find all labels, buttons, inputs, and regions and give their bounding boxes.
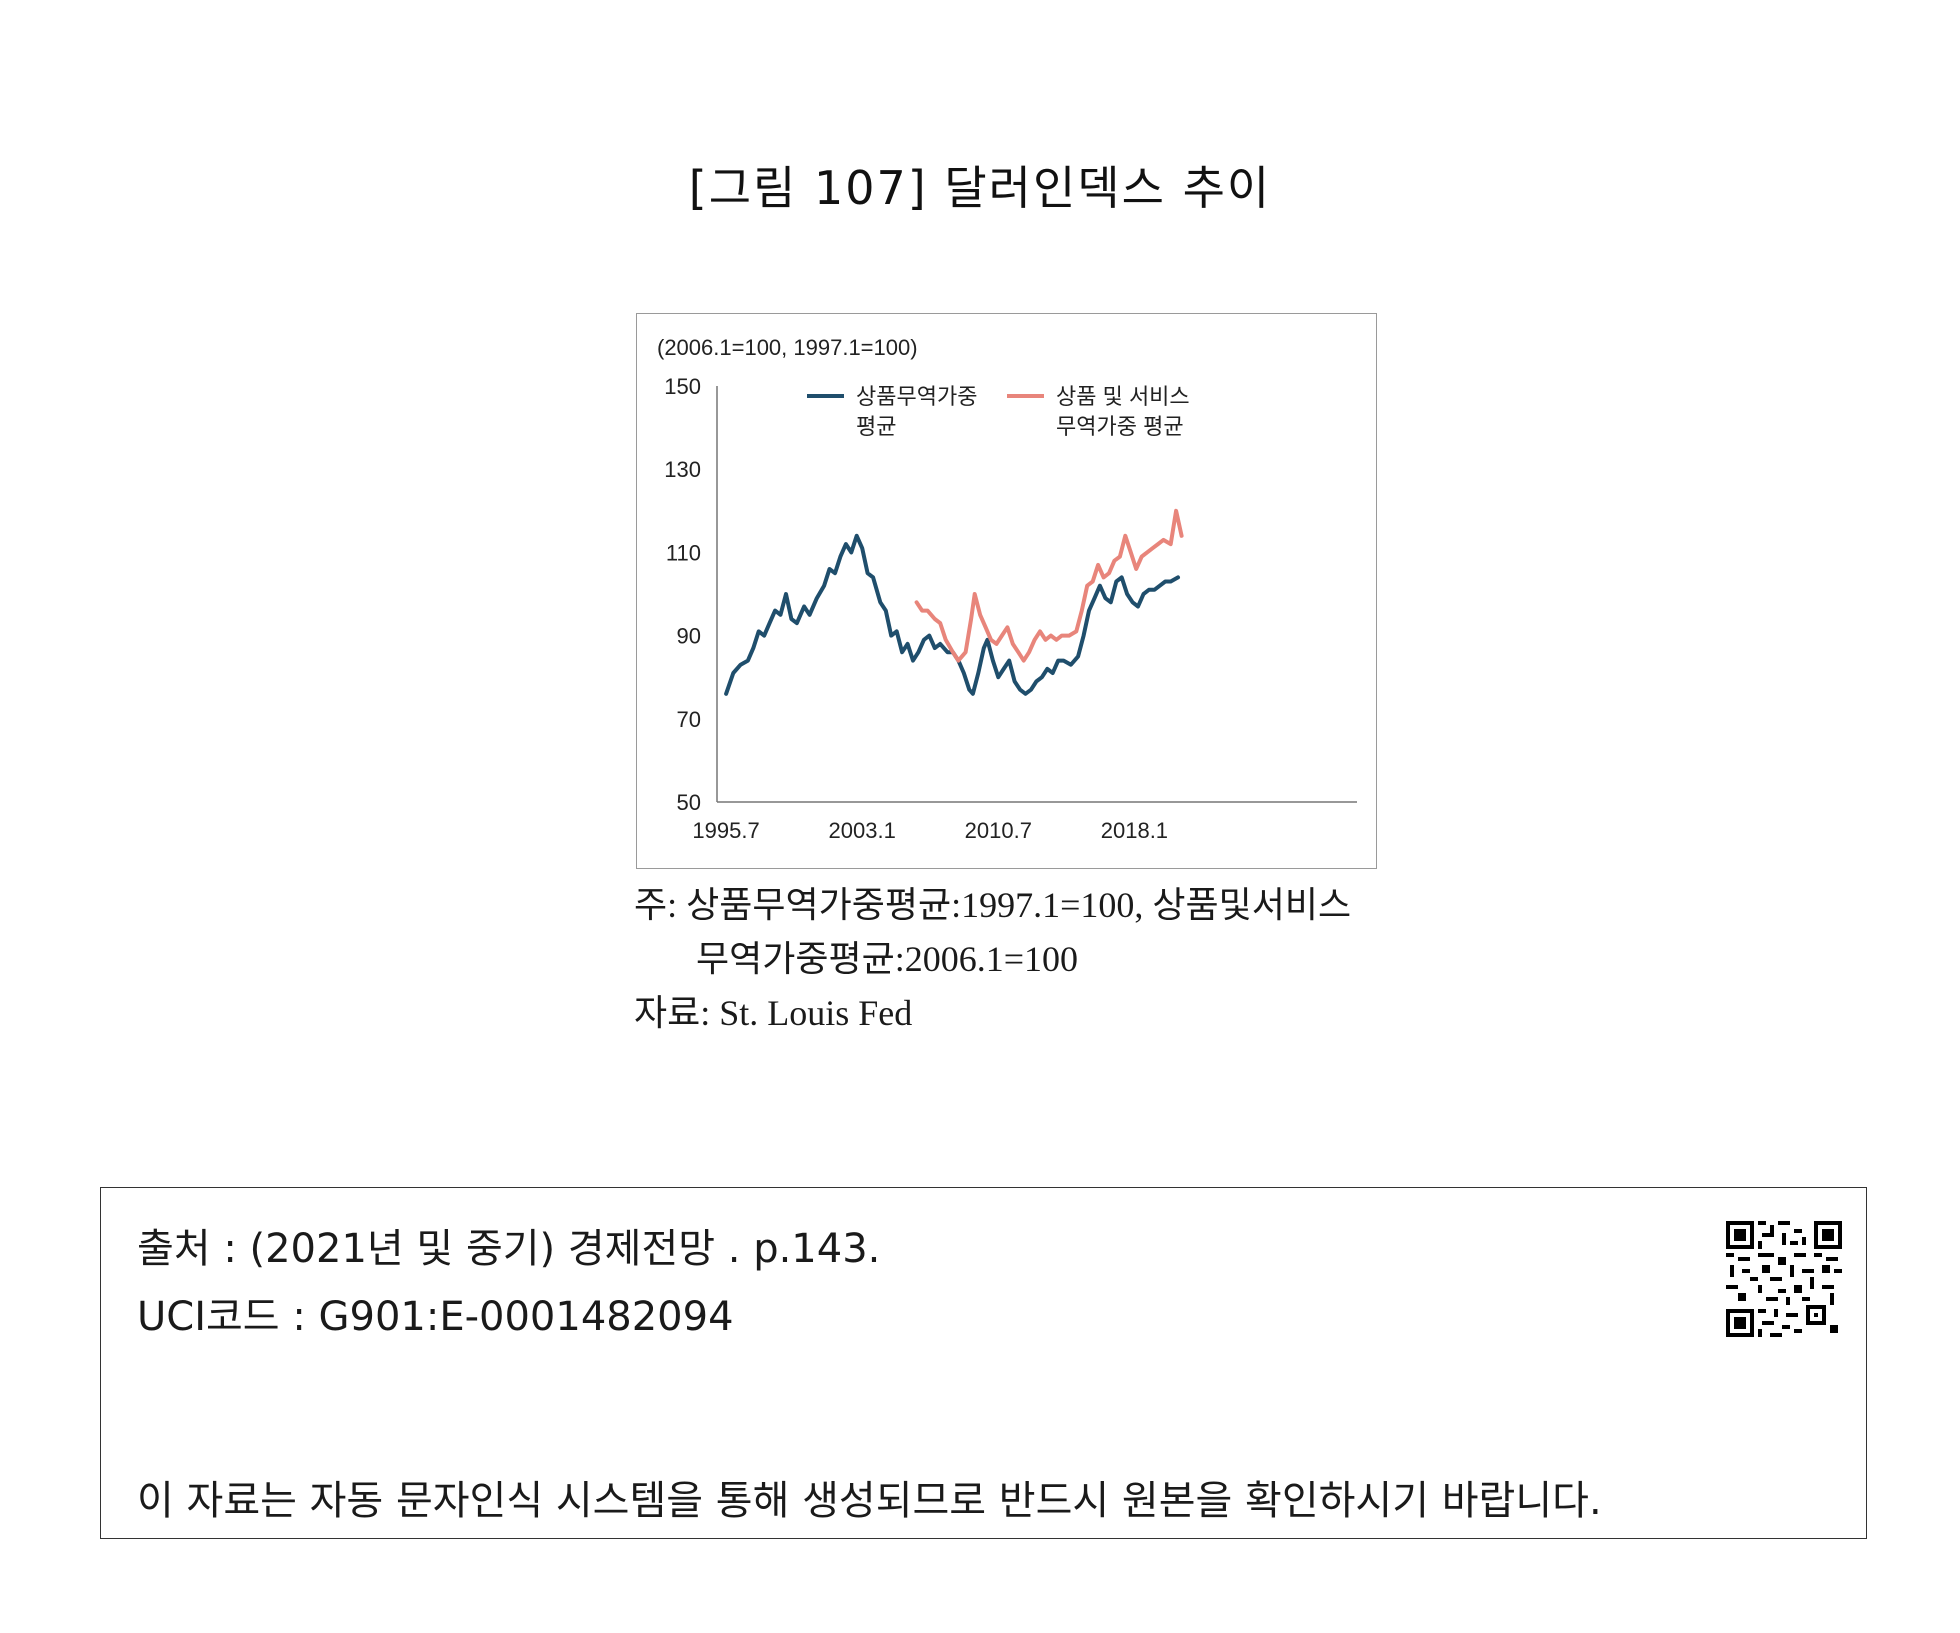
ocr-disclaimer: 이 자료는 자동 문자인식 시스템을 통해 생성되므로 반드시 원본을 확인하시… bbox=[137, 1478, 1602, 1524]
legend-label-series2-line1: 상품 및 서비스 bbox=[1056, 384, 1190, 409]
axes bbox=[716, 386, 1357, 803]
series-lines bbox=[724, 508, 1184, 696]
y-axis-ticks: 50 70 90 110 130 150 bbox=[664, 374, 701, 815]
note-line-1: 주: 상품무역가중평균:1997.1=100, 상품및서비스 bbox=[634, 885, 1352, 925]
y-tick-label: 110 bbox=[666, 540, 701, 565]
source-info-box: 출처 : (2021년 및 중기) 경제전망 . p.143. UCI코드 : … bbox=[100, 1187, 1867, 1539]
legend-label-series2-line2: 무역가중 평균 bbox=[1056, 414, 1184, 439]
line-chart: (2006.1=100, 1997.1=100) 50 70 90 110 130 150… bbox=[657, 335, 1357, 843]
figure-title: [그림 107] 달러인덱스 추이 bbox=[688, 161, 1272, 215]
legend-label-series1-line2: 평균 bbox=[856, 414, 896, 439]
y-tick-label: 50 bbox=[677, 790, 701, 815]
y-tick-label: 150 bbox=[664, 374, 701, 399]
source-citation: 출처 : (2021년 및 중기) 경제전망 . p.143. bbox=[137, 1226, 881, 1272]
unit-note: (2006.1=100, 1997.1=100) bbox=[657, 335, 918, 360]
qr-code-icon[interactable] bbox=[1726, 1221, 1842, 1337]
y-tick-label: 130 bbox=[664, 457, 701, 482]
y-tick-label: 70 bbox=[677, 707, 701, 732]
y-tick-label: 90 bbox=[677, 624, 701, 649]
uci-code: UCI코드 : G901:E-0001482094 bbox=[137, 1294, 734, 1340]
chart-notes: 주: 상품무역가중평균:1997.1=100, 상품및서비스 무역가중평균:20… bbox=[634, 878, 1351, 1040]
x-tick-label: 2018.1 bbox=[1101, 818, 1168, 843]
x-axis-ticks: 1995.7 2003.1 2010.7 2018.1 bbox=[692, 818, 1168, 843]
series-line-goods bbox=[724, 533, 1180, 696]
legend-label-series1-line1: 상품무역가중 bbox=[856, 384, 977, 409]
x-tick-label: 2010.7 bbox=[965, 818, 1032, 843]
x-tick-label: 2003.1 bbox=[829, 818, 896, 843]
series-line-goods-services bbox=[914, 508, 1184, 663]
note-line-2: 무역가중평균:2006.1=100 bbox=[696, 939, 1079, 979]
note-source: 자료: St. Louis Fed bbox=[634, 993, 913, 1033]
chart-container: (2006.1=100, 1997.1=100) 50 70 90 110 130 150… bbox=[636, 313, 1377, 869]
x-tick-label: 1995.7 bbox=[692, 818, 759, 843]
legend: 상품무역가중 평균 상품 및 서비스 무역가중 평균 bbox=[807, 384, 1190, 439]
